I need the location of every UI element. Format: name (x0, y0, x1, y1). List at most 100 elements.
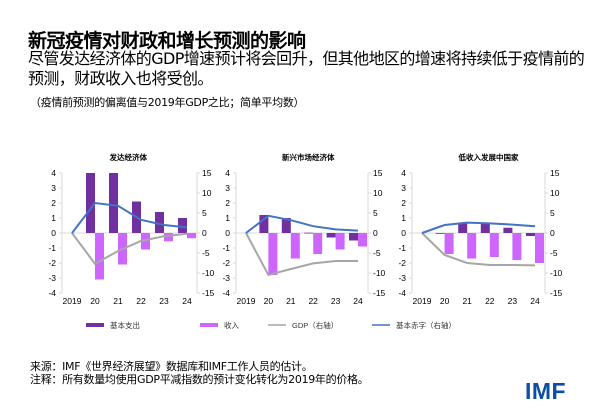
page-title: 新冠疫情对财政和增长预测的影响 (28, 30, 306, 52)
expenditure-bar (480, 222, 490, 233)
x-tick-label: 21 (286, 296, 296, 306)
source-note: 来源：IMF《世界经济展望》数据库和IMF工作人员的估计。 (30, 360, 313, 373)
left-tick-label: 0 (51, 228, 56, 238)
revenue-bar (187, 233, 196, 239)
left-tick-label: -3 (48, 273, 56, 283)
expenditure-bar (503, 227, 513, 233)
x-tick-label: 20 (90, 296, 100, 306)
right-tick-label: 10 (550, 188, 560, 198)
x-tick-label: 23 (508, 296, 518, 306)
x-tick-label: 24 (353, 296, 363, 306)
revenue-bar (290, 233, 300, 259)
panel-title: 低收入发展中国家 (458, 152, 519, 162)
right-tick-label: 0 (550, 228, 555, 238)
revenue-bar (444, 233, 454, 254)
revenue-bar (268, 233, 278, 275)
gdp-line (245, 232, 358, 277)
left-tick-label: 0 (225, 228, 230, 238)
right-tick-label: -15 (550, 288, 563, 298)
x-tick-label: 24 (182, 296, 192, 306)
left-tick-label: 3 (401, 183, 406, 193)
left-tick-label: -1 (222, 243, 230, 253)
right-tick-label: 0 (202, 228, 207, 238)
x-tick-label: 21 (462, 296, 472, 306)
legend-swatch (200, 323, 218, 327)
revenue-bar (358, 233, 367, 247)
right-tick-label: 5 (202, 208, 207, 218)
left-tick-label: -2 (398, 258, 406, 268)
right-tick-label: 5 (373, 208, 378, 218)
primary-deficit-line (71, 201, 188, 234)
left-tick-label: 2 (401, 198, 406, 208)
left-tick-label: 4 (51, 168, 56, 178)
expenditure-bar (326, 233, 336, 238)
x-tick-label: 20 (440, 296, 450, 306)
revenue-bar (467, 233, 477, 259)
revenue-bar (489, 233, 499, 257)
units-note: （疫情前预测的偏离值与2019年GDP之比；简单平均数） (30, 96, 305, 109)
left-tick-label: 3 (51, 183, 56, 193)
expenditure-bar (109, 173, 118, 233)
right-tick-label: 5 (550, 208, 555, 218)
left-tick-label: 1 (51, 213, 56, 223)
right-tick-label: 15 (550, 168, 560, 178)
x-tick-label: 22 (308, 296, 318, 306)
revenue-bar (535, 233, 544, 263)
expenditure-bar (304, 232, 314, 234)
revenue-bar (164, 233, 173, 242)
x-tick-label: 2019 (63, 296, 82, 306)
left-tick-label: -1 (48, 243, 56, 253)
left-tick-label: -4 (48, 288, 56, 298)
right-tick-label: 0 (373, 228, 378, 238)
left-tick-label: 3 (225, 183, 230, 193)
panel-title: 新兴市场经济体 (282, 152, 335, 162)
legend-label: 基本支出 (110, 320, 140, 330)
left-tick-label: -1 (398, 243, 406, 253)
imf-logo: IMF (525, 378, 567, 404)
right-tick-label: 15 (373, 168, 383, 178)
revenue-bar (95, 233, 104, 280)
x-tick-label: 22 (485, 296, 495, 306)
right-tick-label: 10 (373, 188, 383, 198)
expenditure-bar (155, 212, 164, 233)
right-tick-label: 15 (202, 168, 212, 178)
footnote: 注释：所有数量均使用GDP平减指数的预计变化转化为2019年的价格。 (30, 373, 369, 386)
expenditure-bar (458, 222, 468, 233)
revenue-bar (141, 233, 150, 250)
right-tick-label: -10 (202, 268, 215, 278)
expenditure-bar (435, 233, 445, 234)
subtitle: 尽管发达经济体的GDP增速预计将会回升，但其他地区的增速将持续低于疫情前的预测，… (28, 49, 585, 88)
left-tick-label: -3 (398, 273, 406, 283)
left-tick-label: 4 (401, 168, 406, 178)
right-tick-label: -5 (550, 248, 558, 258)
x-tick-label: 24 (530, 296, 540, 306)
right-tick-label: -5 (373, 248, 381, 258)
panel-title: 发达经济体 (109, 152, 148, 162)
expenditure-bar (349, 233, 358, 241)
x-tick-label: 21 (113, 296, 123, 306)
right-tick-label: -15 (202, 288, 215, 298)
right-tick-label: -10 (373, 268, 386, 278)
left-tick-label: 4 (225, 168, 230, 178)
left-tick-label: -3 (222, 273, 230, 283)
left-tick-label: -2 (222, 258, 230, 268)
x-tick-label: 22 (136, 296, 146, 306)
left-tick-label: -4 (398, 288, 406, 298)
revenue-bar (335, 233, 345, 250)
gdp-line (421, 232, 536, 267)
x-tick-label: 23 (159, 296, 169, 306)
revenue-bar (512, 233, 522, 260)
x-tick-label: 23 (331, 296, 341, 306)
legend-swatch (86, 323, 104, 327)
left-tick-label: 2 (51, 198, 56, 208)
expenditure-bar (178, 218, 187, 233)
left-tick-label: 1 (401, 213, 406, 223)
expenditure-bar (86, 173, 95, 233)
legend-label: GDP（右轴） (292, 320, 338, 330)
x-tick-label: 20 (264, 296, 274, 306)
x-tick-label: 2019 (237, 296, 256, 306)
legend-label: 收入 (224, 320, 239, 330)
left-tick-label: -4 (222, 288, 230, 298)
legend-label: 基本赤字（右轴） (396, 320, 456, 330)
